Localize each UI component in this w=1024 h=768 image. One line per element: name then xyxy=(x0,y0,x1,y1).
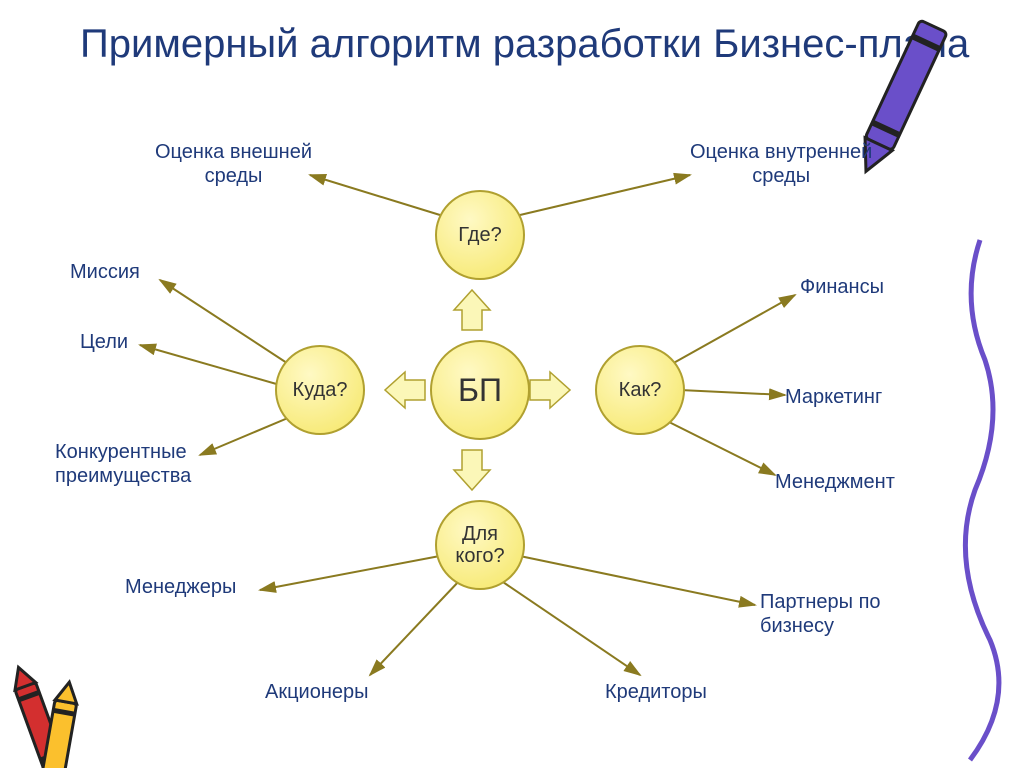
label-partners: Партнеры побизнесу xyxy=(760,590,881,638)
connector-arrow xyxy=(160,280,290,365)
connector-arrow xyxy=(260,555,445,590)
block-arrow-down xyxy=(454,450,490,490)
node-center: БП xyxy=(430,340,530,440)
connector-arrow xyxy=(140,345,280,385)
node-where: Где? xyxy=(435,190,525,280)
connector-arrow xyxy=(670,295,795,365)
node-whereto: Куда? xyxy=(275,345,365,435)
label-internal-env: Оценка внутреннейсреды xyxy=(690,140,872,188)
crayon-red-icon xyxy=(8,664,66,768)
node-forwhom-label: Длякого? xyxy=(455,523,504,567)
connector-arrow xyxy=(370,580,460,675)
label-management: Менеджмент xyxy=(775,470,895,494)
label-advantages: Конкурентныепреимущества xyxy=(55,440,191,488)
label-goals: Цели xyxy=(80,330,128,354)
connector-arrow xyxy=(515,555,755,605)
node-forwhom: Длякого? xyxy=(435,500,525,590)
node-whereto-label: Куда? xyxy=(293,379,348,401)
node-how: Как? xyxy=(595,345,685,435)
squiggle-purple xyxy=(965,240,999,760)
node-where-label: Где? xyxy=(458,224,501,246)
connector-arrow xyxy=(665,420,775,475)
block-arrow-right xyxy=(530,372,570,408)
node-how-label: Как? xyxy=(619,379,662,401)
connector-arrow xyxy=(520,175,690,215)
connector-arrow xyxy=(200,415,295,455)
connector-arrow xyxy=(310,175,440,215)
block-arrow-up xyxy=(454,290,490,330)
crayon-yellow-icon xyxy=(39,680,80,768)
node-center-label: БП xyxy=(458,372,502,409)
block-arrow-left xyxy=(385,372,425,408)
page-title: Примерный алгоритм разработки Бизнес-пла… xyxy=(80,20,969,68)
label-mission: Миссия xyxy=(70,260,140,284)
connector-arrow xyxy=(680,390,785,395)
connector-arrow xyxy=(500,580,640,675)
label-creditors: Кредиторы xyxy=(605,680,707,704)
label-marketing: Маркетинг xyxy=(785,385,882,409)
label-shareholders: Акционеры xyxy=(265,680,369,704)
label-managers: Менеджеры xyxy=(125,575,236,599)
label-external-env: Оценка внешнейсреды xyxy=(155,140,312,188)
label-finance: Финансы xyxy=(800,275,884,299)
